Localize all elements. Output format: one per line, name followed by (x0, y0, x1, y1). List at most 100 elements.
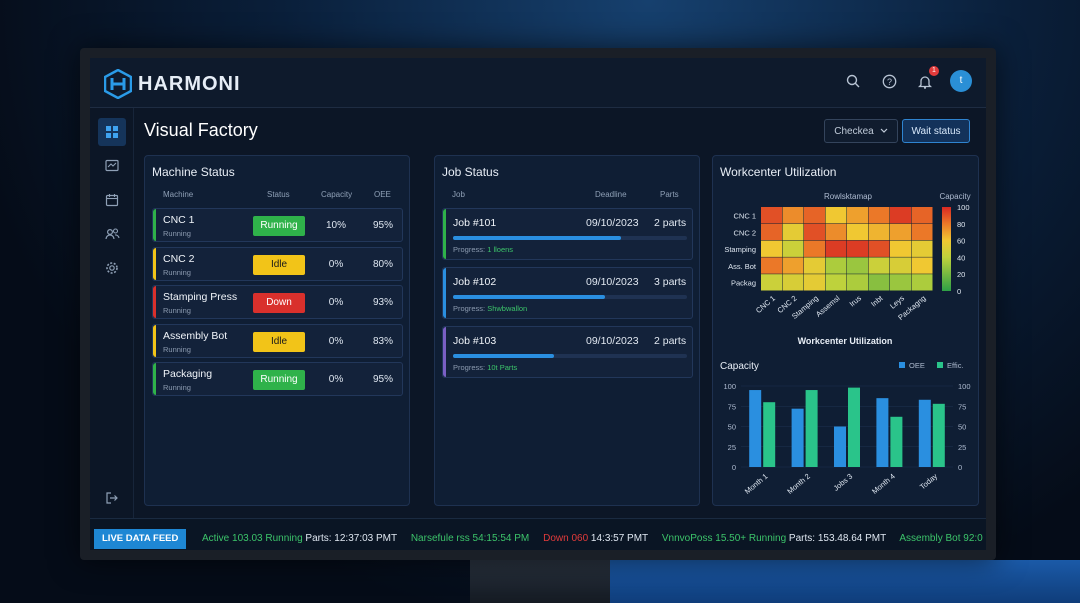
job-stripe (443, 268, 446, 318)
machine-status-title: Machine Status (152, 165, 235, 179)
machine-name: CNC 2 (163, 252, 195, 265)
machine-row[interactable]: Assembly Bot Running Idle 0% 83% (152, 323, 403, 358)
heatmap-cell (890, 207, 911, 224)
monitor-icon (105, 159, 119, 172)
machine-capacity: 0% (328, 374, 344, 385)
job-progress-value: 10t Parts (487, 363, 518, 372)
logo[interactable]: HARMONI (103, 68, 241, 100)
heatmap-row-label: CNC 1 (733, 212, 756, 221)
heatmap-cell (825, 257, 847, 274)
machine-capacity: 0% (328, 258, 344, 270)
bell-icon[interactable]: 1 (914, 66, 939, 92)
background-glow (610, 560, 1080, 603)
legend-swatch (937, 362, 943, 368)
heatmap-cell (847, 223, 868, 241)
job-deadline: 09/10/2023 (586, 217, 639, 229)
live-feed-label: LIVE DATA FEED (94, 529, 187, 549)
bar (834, 426, 846, 467)
sidebar-item-users[interactable] (98, 220, 126, 248)
calendar-icon (105, 194, 119, 207)
machine-substatus: Running (163, 267, 191, 277)
heatmap-cell (804, 240, 825, 257)
app-screen: HARMONI ? 1 t (90, 58, 986, 550)
parts-col-header: Parts (660, 190, 679, 199)
help-icon[interactable]: ? (878, 70, 900, 92)
job-name: Job #101 (453, 217, 497, 229)
job-deadline: 09/10/2023 (586, 335, 639, 347)
x-tick-label: Jobs 3 (832, 472, 855, 493)
job-row[interactable]: Job #101 09/10/2023 2 parts Progress: 1 llo… (442, 208, 693, 260)
heatmap-color-scale (942, 207, 951, 291)
bar (876, 398, 889, 467)
deadline-col-header: Deadline (595, 190, 627, 199)
ticker-segment: 14:3:57 PMT (588, 533, 648, 544)
avatar[interactable]: t (950, 70, 972, 92)
heatmap-cell (847, 240, 868, 257)
sidebar-item-monitor[interactable] (98, 152, 126, 180)
legend-swatch (899, 362, 905, 368)
job-progress-text: Progress: Shwbwallon (453, 304, 528, 313)
sidebar-item-dashboard[interactable] (98, 118, 126, 146)
search-icon[interactable] (842, 70, 864, 92)
heatmap-cell (847, 274, 868, 291)
workcenter-panel: Workcenter Utilization Rowlsktamap Capaci… (712, 155, 979, 506)
heatmap-col-label: Inbt (869, 293, 885, 309)
y-tick-left: 100 (723, 382, 736, 391)
heatmap-cell (825, 223, 847, 241)
ticker-segment: Parts: 153.48.64 PMT (786, 533, 887, 544)
y-tick-left: 75 (728, 402, 736, 411)
bar (932, 403, 945, 467)
heatmap-cell (761, 274, 782, 291)
heatmap-cell (825, 240, 847, 257)
status-badge: Running (253, 216, 305, 236)
job-col-header: Job (452, 190, 465, 199)
machine-name: Packaging (163, 368, 213, 380)
heatmap-scale-tick: 40 (957, 253, 965, 262)
heatmap-cell (825, 207, 847, 224)
machine-row[interactable]: CNC 1 Running Running 10% 95% (152, 208, 403, 242)
sidebar-item-logout[interactable] (98, 484, 126, 512)
app-name: HARMONI (138, 72, 241, 95)
heatmap-cell (911, 257, 933, 274)
heatmap-cell (782, 240, 804, 257)
sidebar-item-calendar[interactable] (98, 186, 126, 214)
heatmap-col-label: CNC 1 (754, 294, 777, 315)
bar-chart-title: Capacity (720, 361, 759, 372)
gear-icon (106, 262, 118, 274)
machine-oee: 95% (372, 374, 393, 385)
machine-row[interactable]: CNC 2 Running Idle 0% 80% (152, 246, 403, 281)
job-name: Job #103 (453, 335, 497, 347)
bar (791, 408, 804, 467)
workcenter-title: Workcenter Utilization (720, 165, 837, 179)
page-title: Visual Factory (144, 120, 258, 140)
sidebar-item-settings[interactable] (98, 254, 126, 282)
wait-status-button[interactable]: Wait status (902, 119, 970, 143)
job-row[interactable]: Job #103 09/10/2023 2 parts Progress: 10t P… (442, 326, 693, 378)
heatmap-cell (911, 240, 933, 257)
heatmap-cell (761, 207, 782, 224)
machine-row[interactable]: Stamping Press Running Down 0% 93% (152, 285, 403, 319)
heatmap-cell (782, 257, 804, 274)
job-row[interactable]: Job #102 09/10/2023 3 parts Progress: Shwbw… (442, 267, 693, 319)
sidebar (90, 108, 134, 518)
heatmap-cell (868, 223, 890, 241)
dashboard-icon (106, 126, 118, 138)
heatmap-cell (761, 257, 782, 274)
job-parts: 3 parts (654, 276, 687, 288)
status-stripe (153, 363, 156, 395)
workcenter-charts: Rowlsktamap Capacity CNC 1 CNC 2 Stamping Ass… (720, 192, 971, 496)
ticker-segment: Narsefule rss 54:15:54 PM (396, 533, 530, 544)
machine-name: Assembly Bot (163, 329, 228, 342)
status-badge: Idle (253, 331, 305, 352)
job-progress-track (453, 236, 687, 240)
heatmap-cell (782, 274, 804, 291)
y-tick-right: 50 (958, 423, 966, 432)
machine-row[interactable]: Packaging Running Running 0% 95% (152, 362, 403, 396)
machine-substatus: Running (163, 344, 191, 354)
heatmap-cell (847, 207, 868, 224)
machine-oee: 93% (372, 297, 393, 308)
machine-status-panel: Machine Status Machine Status Capacity O… (144, 155, 410, 506)
machine-oee: 95% (372, 220, 393, 231)
checked-dropdown[interactable]: Checkea (824, 119, 898, 143)
heatmap-cell (761, 223, 782, 241)
